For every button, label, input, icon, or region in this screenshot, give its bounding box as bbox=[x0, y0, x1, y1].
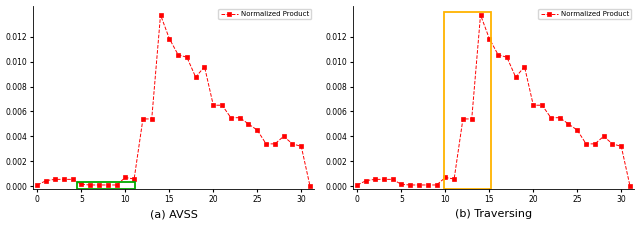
Normalized Product bbox=[573, 129, 581, 131]
Normalized Product bbox=[380, 178, 388, 181]
Normalized Product bbox=[371, 178, 379, 181]
Line: Normalized Product: Normalized Product bbox=[35, 13, 312, 188]
Normalized Product bbox=[122, 176, 129, 179]
Normalized Product bbox=[415, 184, 423, 186]
Normalized Product bbox=[503, 56, 511, 59]
Normalized Product bbox=[262, 142, 270, 145]
Normalized Product bbox=[131, 178, 138, 180]
Normalized Product bbox=[51, 178, 59, 181]
Legend: Normalized Product: Normalized Product bbox=[218, 9, 311, 19]
Normalized Product bbox=[582, 142, 590, 145]
Normalized Product bbox=[424, 184, 431, 186]
Normalized Product bbox=[468, 118, 476, 120]
Normalized Product bbox=[591, 142, 598, 145]
Normalized Product bbox=[397, 183, 405, 186]
X-axis label: (b) Traversing: (b) Traversing bbox=[455, 209, 532, 219]
Normalized Product bbox=[183, 56, 191, 59]
Normalized Product bbox=[157, 14, 164, 16]
Normalized Product bbox=[529, 104, 537, 107]
Normalized Product bbox=[609, 142, 616, 145]
Normalized Product bbox=[459, 118, 467, 120]
Normalized Product bbox=[227, 116, 235, 119]
Normalized Product bbox=[253, 129, 261, 131]
Line: Normalized Product: Normalized Product bbox=[355, 13, 632, 188]
Normalized Product bbox=[77, 183, 85, 186]
Normalized Product bbox=[209, 104, 217, 107]
Normalized Product bbox=[388, 178, 396, 181]
Normalized Product bbox=[442, 176, 449, 179]
Normalized Product bbox=[192, 76, 200, 79]
Normalized Product bbox=[298, 145, 305, 148]
Normalized Product bbox=[86, 184, 94, 186]
Bar bbox=[77, 182, 135, 189]
Normalized Product bbox=[174, 53, 182, 56]
X-axis label: (a) AVSS: (a) AVSS bbox=[150, 209, 198, 219]
Normalized Product bbox=[139, 118, 147, 120]
Normalized Product bbox=[201, 65, 209, 68]
Normalized Product bbox=[486, 37, 493, 40]
Normalized Product bbox=[68, 178, 76, 181]
Normalized Product bbox=[433, 184, 440, 186]
Normalized Product bbox=[556, 116, 564, 119]
Normalized Product bbox=[451, 178, 458, 180]
Normalized Product bbox=[244, 123, 252, 125]
Normalized Product bbox=[113, 184, 120, 186]
Normalized Product bbox=[271, 142, 278, 145]
Normalized Product bbox=[494, 53, 502, 56]
Normalized Product bbox=[618, 145, 625, 148]
Normalized Product bbox=[600, 135, 607, 138]
Normalized Product bbox=[406, 184, 414, 186]
Normalized Product bbox=[538, 104, 546, 107]
Normalized Product bbox=[512, 76, 520, 79]
Normalized Product bbox=[218, 104, 226, 107]
Normalized Product bbox=[280, 135, 287, 138]
Normalized Product bbox=[564, 123, 572, 125]
Normalized Product bbox=[42, 179, 50, 182]
Normalized Product bbox=[306, 185, 314, 188]
Normalized Product bbox=[521, 65, 529, 68]
Normalized Product bbox=[362, 179, 370, 182]
Normalized Product bbox=[104, 184, 111, 186]
Normalized Product bbox=[236, 116, 244, 119]
Normalized Product bbox=[166, 37, 173, 40]
Bar bbox=[444, 12, 491, 189]
Normalized Product bbox=[148, 118, 156, 120]
Legend: Normalized Product: Normalized Product bbox=[538, 9, 631, 19]
Normalized Product bbox=[353, 184, 361, 186]
Normalized Product bbox=[626, 185, 634, 188]
Normalized Product bbox=[95, 184, 103, 186]
Normalized Product bbox=[33, 184, 41, 186]
Normalized Product bbox=[477, 14, 484, 16]
Normalized Product bbox=[60, 178, 68, 181]
Normalized Product bbox=[289, 142, 296, 145]
Normalized Product bbox=[547, 116, 555, 119]
